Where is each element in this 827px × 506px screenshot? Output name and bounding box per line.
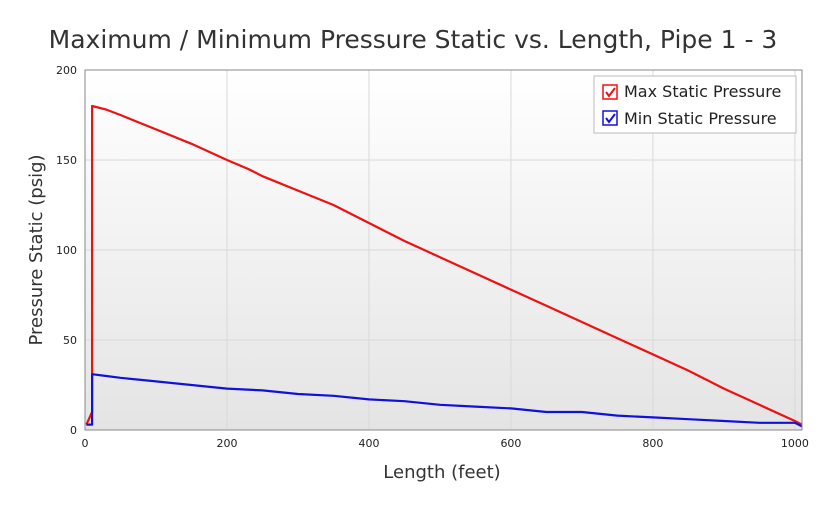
- chart-title: Maximum / Minimum Pressure Static vs. Le…: [49, 25, 778, 54]
- checkmark-icon: [605, 87, 616, 98]
- legend: Max Static Pressure Min Static Pressure: [593, 75, 797, 134]
- checkmark-icon: [605, 113, 616, 124]
- legend-label-max: Max Static Pressure: [624, 82, 781, 101]
- x-axis-title: Length (feet): [383, 462, 500, 483]
- x-tick-label: 1000: [781, 437, 809, 450]
- axis-ticks: 0 200 400 600 800 1000 0 50 100 150 200: [56, 64, 809, 450]
- checkbox-max[interactable]: [602, 84, 618, 100]
- checkbox-min[interactable]: [602, 110, 618, 126]
- x-tick-label: 400: [358, 437, 379, 450]
- legend-label-min: Min Static Pressure: [624, 109, 777, 128]
- y-axis-title: Pressure Static (psig): [26, 154, 47, 345]
- series-line-min[interactable]: [86, 373, 803, 428]
- x-tick-label: 0: [82, 437, 89, 450]
- y-tick-label: 200: [56, 64, 77, 77]
- y-tick-label: 0: [70, 424, 77, 437]
- series-layer: [85, 104, 803, 428]
- y-tick-label: 50: [63, 334, 77, 347]
- x-tick-label: 600: [500, 437, 521, 450]
- y-tick-label: 150: [56, 154, 77, 167]
- y-tick-label: 100: [56, 244, 77, 257]
- plot-frame: [84, 69, 803, 431]
- legend-item-max[interactable]: Max Static Pressure: [602, 82, 781, 101]
- legend-item-min[interactable]: Min Static Pressure: [602, 109, 777, 128]
- legend-box: [593, 75, 797, 134]
- x-tick-label: 200: [216, 437, 237, 450]
- series-line-max[interactable]: [85, 104, 803, 426]
- x-tick-label: 800: [642, 437, 663, 450]
